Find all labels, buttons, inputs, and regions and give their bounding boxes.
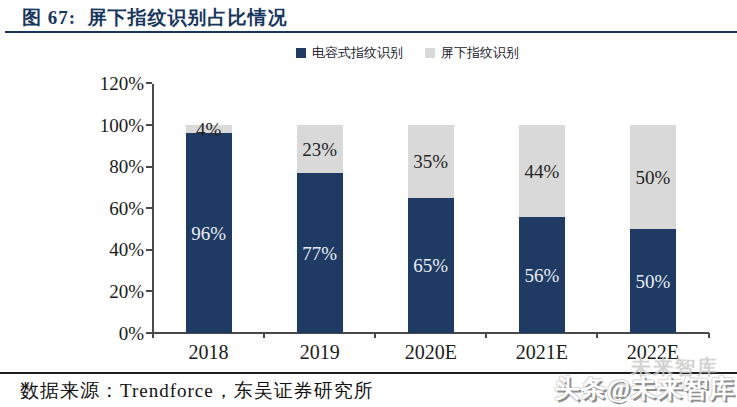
legend-swatch-icon [425,48,435,58]
y-axis-tick [146,207,152,209]
y-axis-label: 20% [88,282,144,301]
bar-value-label: 77% [302,243,337,262]
x-axis-label: 2018 [189,341,229,364]
y-axis-label: 0% [88,324,144,343]
x-axis-tick [485,333,487,338]
legend-label: 屏下指纹识别 [441,44,519,62]
bar-value-label: 65% [413,256,448,275]
footer-divider [0,372,737,374]
bar-value-label: 44% [524,161,559,180]
legend-swatch-icon [296,48,306,58]
chart-legend: 电容式指纹识别 屏下指纹识别 [296,44,519,62]
bar-value-label: 96% [191,224,226,243]
y-axis-label: 80% [88,157,144,176]
x-axis-tick [263,333,265,338]
y-axis-label: 60% [88,199,144,218]
x-axis-tick [708,333,710,338]
y-axis-tick [146,82,152,84]
legend-label: 电容式指纹识别 [312,44,403,62]
y-axis-label: 120% [88,74,144,93]
x-axis-tick [374,333,376,338]
figure-page: { "header": { "title": "图 67: 屏下指纹识别占比情况… [0,0,737,407]
x-axis-label: 2022E [627,341,679,364]
bar-value-label: 50% [636,168,671,187]
bar-value-label: 56% [524,265,559,284]
y-axis-tick [146,290,152,292]
bar-value-label: 4% [196,120,221,139]
y-axis-line [152,84,154,334]
x-axis-label: 2019 [300,341,340,364]
data-source-text: 数据来源：Trendforce，东吴证券研究所 [20,378,374,404]
x-axis-label: 2021E [516,341,568,364]
y-axis-tick [146,124,152,126]
bar-value-label: 35% [413,152,448,171]
y-axis-tick [146,166,152,168]
bar-value-label: 50% [636,272,671,291]
stacked-bar-chart: 电容式指纹识别 屏下指纹识别 0% 20% 40% 60% 80% 100% 120% 96% 4… [0,0,737,407]
y-axis-tick [146,249,152,251]
legend-item: 屏下指纹识别 [425,44,519,62]
legend-item: 电容式指纹识别 [296,44,403,62]
x-axis-tick [152,333,154,338]
y-axis-label: 40% [88,240,144,259]
x-axis-label: 2020E [405,341,457,364]
y-axis-label: 100% [88,116,144,135]
bar-value-label: 23% [302,139,337,158]
x-axis-tick [596,333,598,338]
